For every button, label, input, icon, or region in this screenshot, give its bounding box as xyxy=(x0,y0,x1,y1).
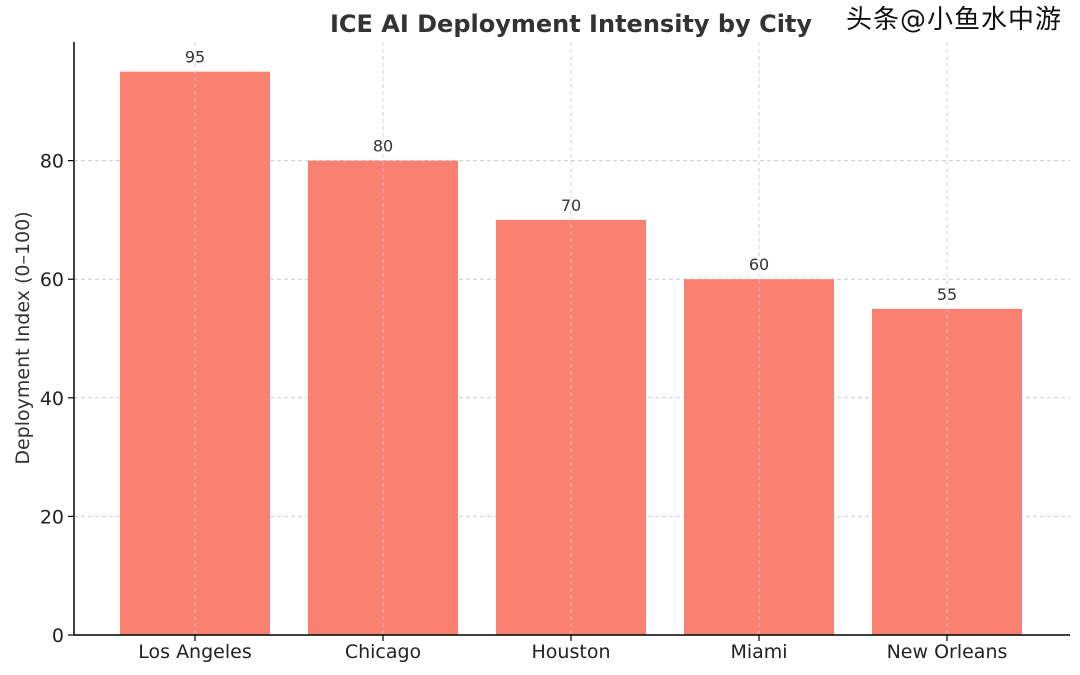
y-axis-label: Deployment Index (0–100) xyxy=(12,211,34,464)
data-label: 60 xyxy=(749,255,769,274)
data-label: 55 xyxy=(937,285,957,304)
y-tick-label: 20 xyxy=(40,506,64,528)
watermark: 头条@小鱼水中游 xyxy=(846,5,1063,35)
x-tick-label: New Orleans xyxy=(887,641,1008,663)
data-label: 80 xyxy=(373,137,393,156)
y-tick-label: 0 xyxy=(52,625,64,647)
chart-title: ICE AI Deployment Intensity by City xyxy=(330,10,812,38)
data-label: 70 xyxy=(561,196,581,215)
x-tick-label: Houston xyxy=(532,641,611,663)
y-tick-label: 40 xyxy=(40,388,64,410)
x-tick-label: Chicago xyxy=(345,641,421,663)
y-tick-label: 60 xyxy=(40,269,64,291)
y-tick-label: 80 xyxy=(40,151,64,173)
x-tick-label: Miami xyxy=(730,641,787,663)
x-tick-label: Los Angeles xyxy=(138,641,251,663)
data-label: 95 xyxy=(185,48,205,67)
